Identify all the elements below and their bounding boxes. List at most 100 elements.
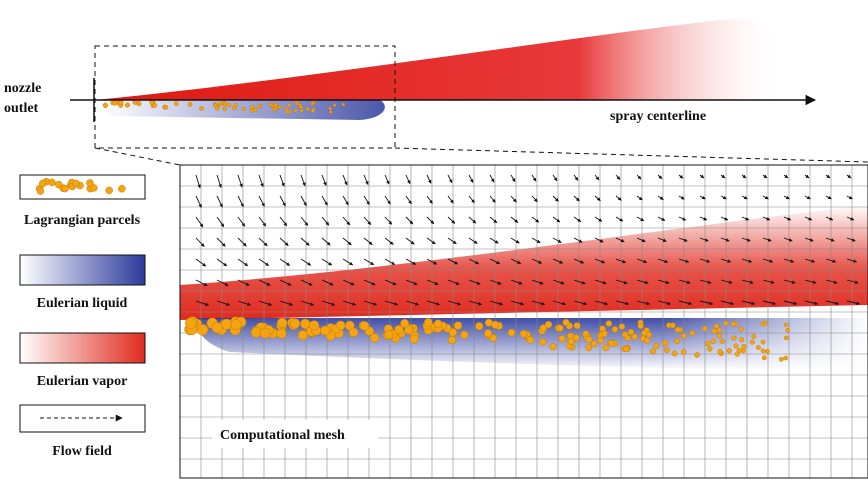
- flow-arrow: [531, 237, 541, 244]
- flow-arrow: [636, 300, 651, 306]
- flow-arrow: [531, 216, 540, 223]
- flow-arrow: [720, 300, 735, 306]
- flow-arrow: [237, 195, 244, 208]
- parcel: [199, 106, 204, 111]
- flow-arrow: [594, 195, 601, 202]
- parcel: [631, 333, 638, 340]
- flow-arrow: [825, 174, 831, 179]
- parcel: [39, 179, 47, 188]
- flow-arrow: [699, 300, 714, 306]
- zoom-region: [94, 45, 396, 149]
- flow-arrow: [510, 195, 517, 203]
- flow-arrow: [783, 195, 790, 200]
- parcel: [289, 318, 301, 329]
- parcel: [621, 331, 629, 338]
- flow-arrow: [552, 195, 559, 202]
- flow-arrow: [846, 237, 856, 242]
- parcel: [680, 349, 687, 355]
- flow-arrow: [825, 258, 837, 263]
- parcel: [241, 106, 246, 112]
- parcel: [611, 326, 619, 333]
- flow-arrow: [678, 300, 693, 306]
- parcel: [460, 330, 469, 340]
- parcel: [674, 326, 681, 333]
- legend-label: Lagrangian parcels: [24, 213, 141, 228]
- flow-arrow: [762, 174, 768, 179]
- flow-arrow: [468, 216, 477, 224]
- flow-arrow: [489, 279, 502, 285]
- flow-arrow: [636, 279, 649, 285]
- flow-arrow: [363, 258, 375, 266]
- flow-arrow: [258, 258, 270, 267]
- parcel: [641, 330, 648, 337]
- parcel: [674, 338, 681, 345]
- flow-arrows: [195, 174, 861, 306]
- flow-arrow: [258, 300, 273, 306]
- flow-arrow: [783, 258, 795, 263]
- parcel: [719, 338, 725, 344]
- zoom-view: [180, 165, 868, 478]
- flow-arrow: [258, 279, 271, 286]
- flow-arrow: [762, 300, 777, 306]
- parcel: [605, 320, 613, 327]
- legend-swatch: [19, 254, 146, 286]
- flow-arrow: [720, 237, 730, 242]
- flow-arrow: [594, 300, 609, 306]
- flow-arrow: [510, 237, 520, 244]
- nozzle-label: outlet: [4, 101, 39, 116]
- flow-arrow: [279, 258, 291, 266]
- flow-arrow: [342, 279, 355, 286]
- flow-arrow: [615, 300, 630, 306]
- flow-arrow: [825, 195, 832, 200]
- flow-arrow: [321, 279, 334, 286]
- flow-arrow: [720, 195, 727, 200]
- flow-arrow: [531, 279, 544, 285]
- parcel: [707, 346, 713, 352]
- flow-arrow: [552, 174, 558, 182]
- parcel: [400, 318, 410, 328]
- flow-arrow: [846, 258, 858, 263]
- parcel: [784, 322, 789, 328]
- flow-arrow: [657, 300, 672, 306]
- flow-arrow: [363, 300, 378, 306]
- parcel: [348, 327, 359, 338]
- flow-arrow: [510, 279, 523, 285]
- flow-arrow: [657, 174, 663, 180]
- flow-arrow: [279, 195, 286, 207]
- flow-arrow: [195, 216, 204, 228]
- flow-arrow: [405, 195, 412, 205]
- parcel: [424, 318, 433, 327]
- flow-arrow: [573, 195, 580, 202]
- parcel: [213, 102, 218, 108]
- parcel: [185, 317, 197, 329]
- flow-arrow: [426, 195, 433, 204]
- flow-arrow: [279, 300, 294, 306]
- flow-arrow: [489, 174, 495, 183]
- flow-arrow: [342, 300, 357, 306]
- parcel: [567, 337, 575, 345]
- flow-arrow: [195, 195, 202, 208]
- flow-arrow: [447, 216, 456, 224]
- flow-arrow: [384, 300, 399, 306]
- flow-arrow: [678, 258, 690, 263]
- parcel: [556, 324, 564, 332]
- parcel: [784, 335, 789, 341]
- parcel: [369, 333, 380, 343]
- flow-arrow: [510, 174, 516, 183]
- parcel: [491, 320, 500, 329]
- flow-arrow: [279, 279, 292, 286]
- parcel: [713, 323, 720, 329]
- flow-arrow: [363, 237, 373, 246]
- legend-parcels: [35, 177, 126, 195]
- centerline-label: spray centerline: [610, 109, 706, 124]
- parcel: [250, 108, 255, 113]
- parcel: [332, 103, 337, 107]
- flow-arrow: [237, 237, 247, 247]
- flow-arrow: [405, 237, 415, 245]
- flow-arrow: [216, 216, 225, 228]
- flow-arrow: [468, 174, 474, 183]
- parcel: [783, 355, 788, 361]
- parcel: [739, 337, 745, 343]
- flow-arrow: [531, 195, 538, 203]
- flow-arrow: [468, 279, 481, 285]
